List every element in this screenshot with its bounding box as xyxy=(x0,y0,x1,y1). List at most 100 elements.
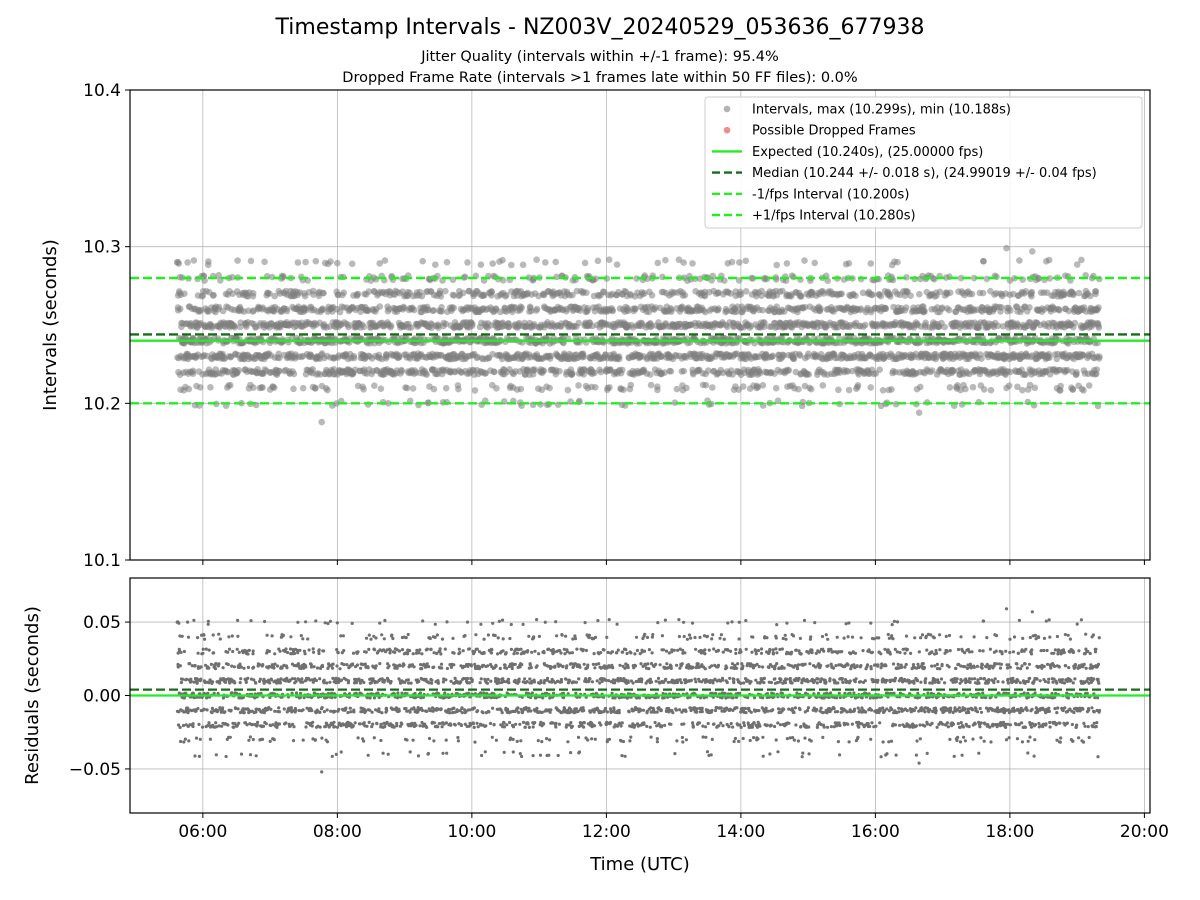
interval-point xyxy=(678,303,686,311)
interval-point xyxy=(410,306,418,314)
interval-point xyxy=(733,308,740,316)
interval-point xyxy=(450,292,458,299)
residual-point xyxy=(275,664,280,668)
residual-point xyxy=(301,708,305,712)
interval-point xyxy=(400,304,408,312)
residual-point xyxy=(191,724,195,729)
residual-point xyxy=(214,725,218,729)
interval-point xyxy=(528,307,535,315)
interval-point xyxy=(1065,307,1072,315)
interval-point xyxy=(250,384,257,391)
interval-point xyxy=(215,272,222,279)
interval-point xyxy=(464,259,471,266)
residual-point xyxy=(268,739,272,744)
interval-point xyxy=(488,288,496,296)
residual-point xyxy=(186,711,190,715)
residual-point xyxy=(212,651,216,655)
residual-point xyxy=(224,754,228,759)
interval-point xyxy=(795,385,802,393)
residual-point xyxy=(196,651,200,655)
residual-point xyxy=(321,664,325,669)
residual-point xyxy=(272,666,276,670)
interval-point xyxy=(540,367,547,375)
interval-point xyxy=(1073,261,1081,268)
residual-point xyxy=(206,622,210,626)
residual-point xyxy=(218,681,222,685)
interval-point xyxy=(780,352,787,359)
residual-point xyxy=(322,710,326,714)
interval-point xyxy=(1046,275,1054,282)
residual-point xyxy=(180,634,184,638)
interval-point xyxy=(758,287,765,295)
interval-point xyxy=(384,400,392,407)
interval-point xyxy=(1069,386,1077,393)
interval-point xyxy=(709,272,716,280)
interval-point xyxy=(689,260,696,267)
residual-point xyxy=(293,677,297,681)
interval-point xyxy=(922,319,929,327)
interval-point xyxy=(859,289,867,297)
residual-point xyxy=(227,647,232,651)
residual-point xyxy=(239,752,244,756)
residual-point xyxy=(217,662,221,666)
interval-point xyxy=(594,257,602,265)
residual-point xyxy=(242,666,246,670)
y-axis-label: Intervals (seconds) xyxy=(40,239,61,411)
residual-point xyxy=(311,720,315,724)
residual-point xyxy=(198,737,202,741)
interval-point xyxy=(811,259,818,267)
residual-point xyxy=(294,679,298,684)
residual-point xyxy=(269,723,273,728)
interval-point xyxy=(681,291,689,299)
interval-point xyxy=(879,387,887,394)
residual-point xyxy=(253,696,257,700)
residual-point xyxy=(273,662,277,666)
interval-point xyxy=(938,304,946,312)
interval-point xyxy=(624,307,632,315)
residual-point xyxy=(284,647,288,651)
interval-point xyxy=(609,307,616,315)
residual-point xyxy=(231,649,235,654)
residual-point xyxy=(263,619,267,624)
interval-point xyxy=(564,386,572,394)
interval-point xyxy=(569,291,576,299)
residual-point xyxy=(313,738,317,742)
interval-point xyxy=(729,371,736,378)
interval-point xyxy=(774,397,782,405)
residual-point xyxy=(300,677,304,681)
interval-point xyxy=(327,258,334,265)
interval-point xyxy=(455,385,462,393)
interval-point xyxy=(941,323,948,331)
residual-point xyxy=(209,662,213,667)
residual-point xyxy=(204,647,208,651)
y-tick-label: 10.1 xyxy=(83,551,121,571)
interval-point xyxy=(1086,292,1094,300)
interval-point xyxy=(613,261,621,268)
chart-title: Timestamp Intervals - NZ003V_20240529_05… xyxy=(275,15,925,40)
interval-point xyxy=(1045,256,1053,264)
interval-point xyxy=(471,387,479,394)
interval-point xyxy=(469,320,476,328)
interval-point xyxy=(854,382,862,389)
interval-point xyxy=(259,384,266,391)
residual-point xyxy=(281,633,285,637)
interval-point xyxy=(508,261,515,269)
interval-point xyxy=(419,257,427,265)
residual-point xyxy=(255,723,259,727)
residual-point xyxy=(254,754,258,758)
residual-point xyxy=(254,710,258,714)
interval-point xyxy=(184,259,191,266)
residual-point xyxy=(203,637,207,641)
interval-point xyxy=(737,290,745,298)
interval-point xyxy=(231,323,238,331)
interval-point xyxy=(723,307,730,315)
interval-point xyxy=(797,293,805,300)
intervals-axes-frame xyxy=(129,89,1151,561)
residual-point xyxy=(311,647,315,651)
interval-point xyxy=(998,304,1005,311)
interval-point xyxy=(658,353,665,361)
interval-point xyxy=(1026,381,1034,389)
residual-point xyxy=(261,724,266,728)
interval-point xyxy=(979,289,987,297)
